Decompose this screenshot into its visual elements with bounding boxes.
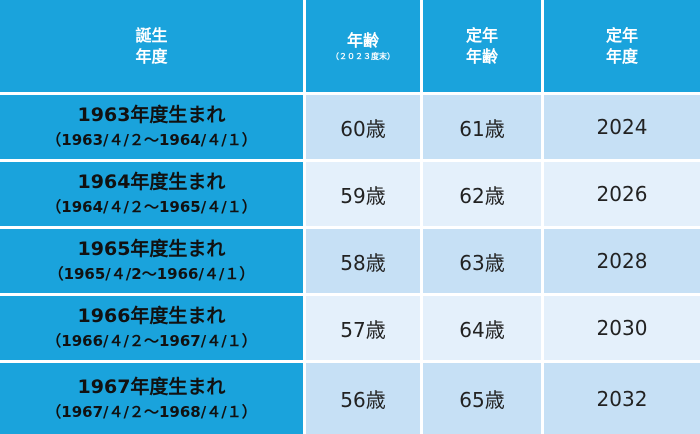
birth-range: （1967/４/２～1968/４/１） bbox=[46, 402, 257, 421]
header-cell: 誕生 年度 bbox=[0, 0, 303, 92]
value-cell: 61歳 bbox=[423, 95, 541, 159]
value-cell: 57歳 bbox=[306, 296, 420, 360]
header-text: 年齢 bbox=[346, 30, 379, 50]
birth-range: （1966/４/２～1967/４/１） bbox=[46, 332, 257, 350]
header-cell: 年齢 （２０２３度末） bbox=[306, 0, 420, 92]
birth-year: 1964年度生まれ bbox=[77, 171, 226, 193]
header-text: 年齢 bbox=[465, 47, 498, 66]
header-text: 年度 bbox=[605, 47, 638, 66]
birth-cell: 1966年度生まれ （1966/４/２～1967/４/１） bbox=[0, 296, 303, 360]
value-cell: 59歳 bbox=[306, 162, 420, 226]
value-cell: 2030 bbox=[544, 296, 700, 360]
value-cell: 60歳 bbox=[306, 95, 420, 159]
birth-cell: 1964年度生まれ （1964/４/２～1965/４/１） bbox=[0, 162, 303, 226]
value-cell: 65歳 bbox=[423, 363, 541, 434]
value-cell: 64歳 bbox=[423, 296, 541, 360]
header-cell: 定年 年度 bbox=[544, 0, 700, 92]
header-text: 誕生 bbox=[135, 26, 168, 45]
header-text: 定年 bbox=[465, 26, 498, 45]
birth-cell: 1967年度生まれ （1967/４/２～1968/４/１） bbox=[0, 363, 303, 434]
birth-year: 1965年度生まれ bbox=[77, 238, 226, 260]
value-cell: 2028 bbox=[544, 229, 700, 293]
header-text: 定年 bbox=[605, 26, 638, 45]
birth-year: 1967年度生まれ bbox=[77, 375, 226, 398]
header-cell: 定年 年齢 bbox=[423, 0, 541, 92]
header-note: （２０２３度末） bbox=[331, 51, 395, 61]
value-cell: 2032 bbox=[544, 363, 700, 434]
birth-cell: 1963年度生まれ （1963/４/２～1964/４/１） bbox=[0, 95, 303, 159]
value-cell: 2026 bbox=[544, 162, 700, 226]
value-cell: 2024 bbox=[544, 95, 700, 159]
birth-year: 1966年度生まれ bbox=[77, 305, 226, 327]
value-cell: 56歳 bbox=[306, 363, 420, 434]
value-cell: 58歳 bbox=[306, 229, 420, 293]
header-text: 年度 bbox=[135, 47, 168, 66]
birth-year: 1963年度生まれ bbox=[77, 104, 226, 126]
birth-range: （1964/４/２～1965/４/１） bbox=[46, 198, 257, 216]
birth-cell: 1965年度生まれ （1965/４/2～1966/４/１） bbox=[0, 229, 303, 293]
birth-range: （1963/４/２～1964/４/１） bbox=[46, 131, 257, 149]
value-cell: 63歳 bbox=[423, 229, 541, 293]
birth-range: （1965/４/2～1966/４/１） bbox=[48, 265, 255, 283]
value-cell: 62歳 bbox=[423, 162, 541, 226]
